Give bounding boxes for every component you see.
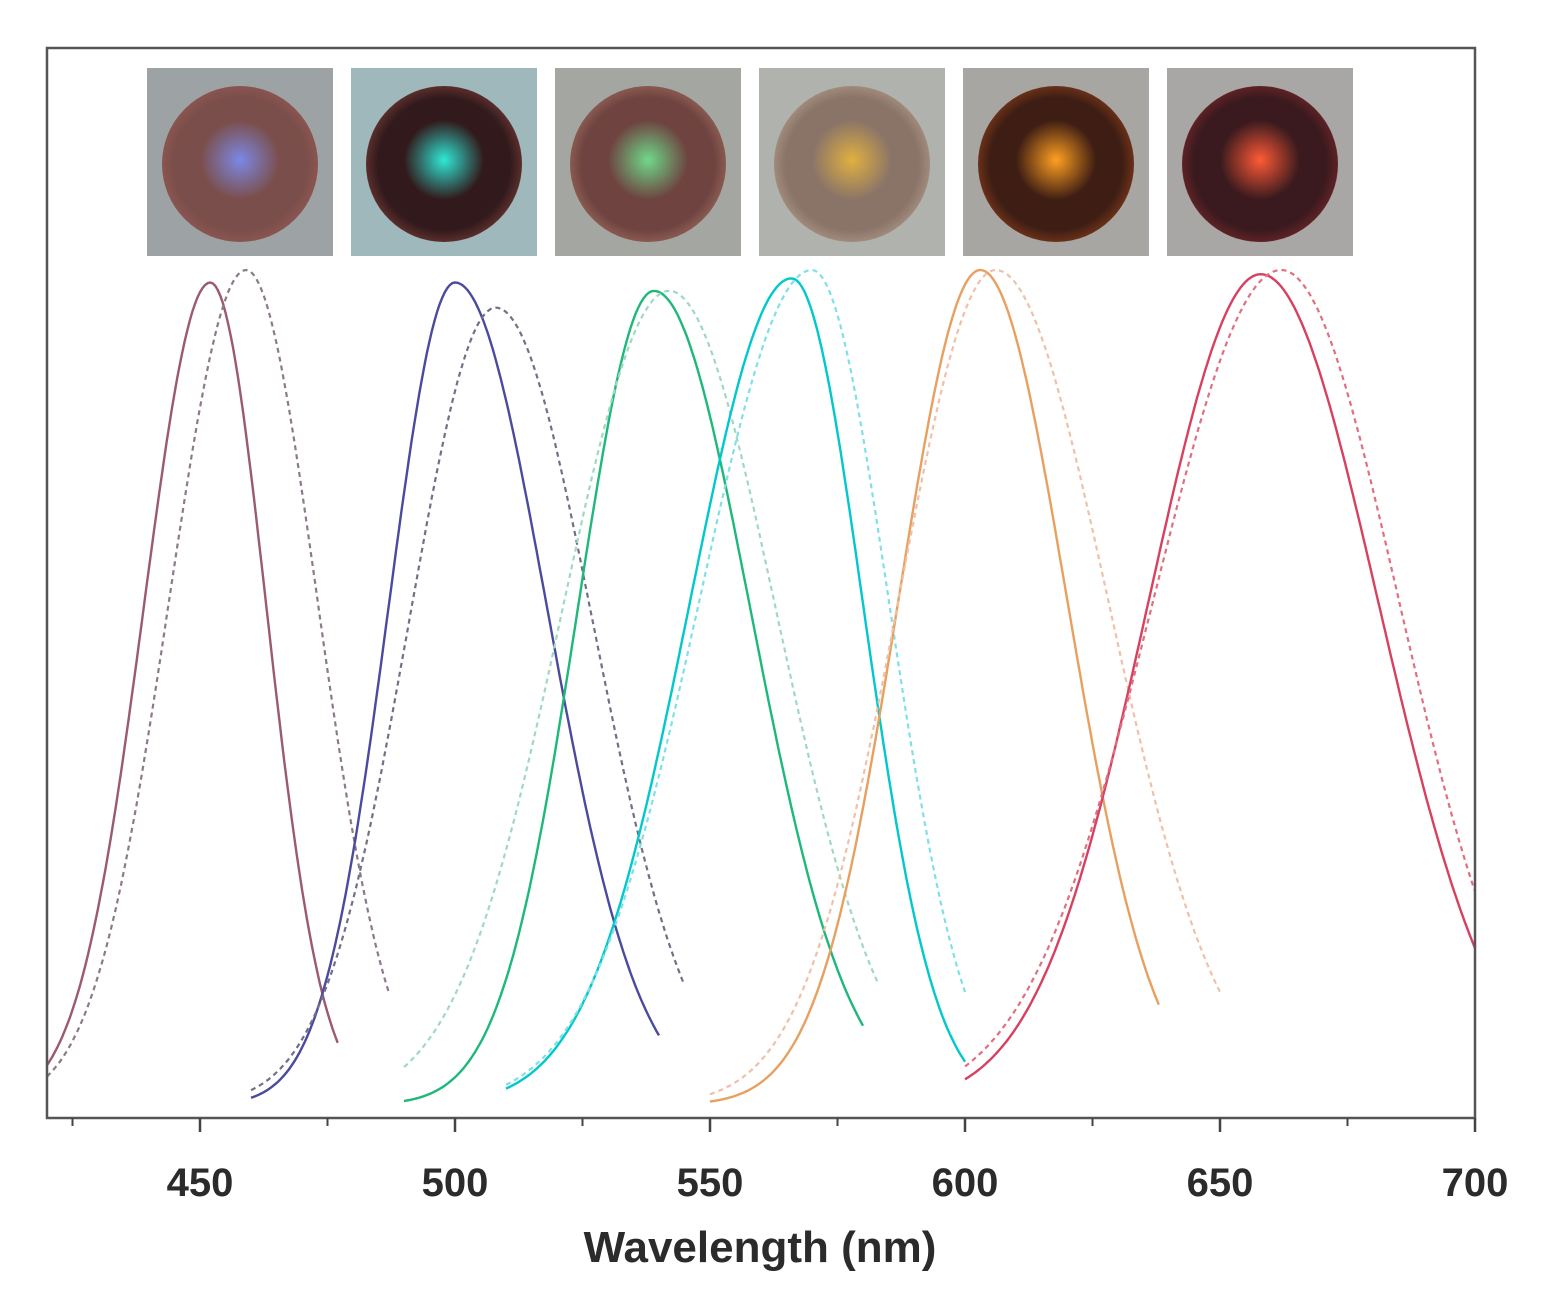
photo-glow — [812, 120, 892, 200]
x-axis-ticks — [71, 1118, 1477, 1132]
inset-photo-blue — [147, 68, 333, 256]
series-green-solid — [403, 289, 865, 1103]
x-tick-label-600: 600 — [932, 1161, 999, 1205]
photo-glow — [608, 120, 688, 200]
plot-frame — [45, 46, 1477, 1120]
series-cyan-solid — [250, 281, 661, 1099]
inset-photo-orange — [963, 68, 1149, 256]
photo-glow — [404, 120, 484, 200]
x-tick-label-550: 550 — [677, 1161, 744, 1205]
series-yellow-dashed — [505, 268, 967, 1086]
x-tick-label-700: 700 — [1442, 1161, 1509, 1205]
spectra-series — [45, 268, 1477, 1103]
x-tick-label-650: 650 — [1187, 1161, 1254, 1205]
inset-photo-red — [1167, 68, 1353, 256]
series-orange-dashed — [709, 268, 1221, 1096]
x-axis-tick-labels: 450 500 550 600 650 700 — [167, 1161, 1509, 1205]
series-yellow-solid — [505, 277, 967, 1090]
inset-photo-cyan — [351, 68, 537, 256]
photo-glow — [1220, 120, 1300, 200]
x-tick-label-500: 500 — [422, 1161, 489, 1205]
series-cyan-dashed — [250, 306, 686, 1092]
series-red-solid — [964, 272, 1477, 1081]
x-axis-title: Wavelength (nm) — [584, 1223, 937, 1272]
x-tick-label-450: 450 — [167, 1161, 234, 1205]
inset-photo-yellow — [759, 68, 945, 256]
series-orange-solid — [709, 268, 1160, 1103]
series-red-dashed — [964, 268, 1477, 1068]
photo-glow — [1016, 120, 1096, 200]
series-green-dashed — [403, 289, 880, 1068]
inset-photo-green — [555, 68, 741, 256]
series-blue-dashed — [46, 268, 390, 1078]
series-blue-solid — [45, 281, 339, 1066]
inset-photos — [147, 68, 1353, 256]
photo-glow — [200, 120, 280, 200]
